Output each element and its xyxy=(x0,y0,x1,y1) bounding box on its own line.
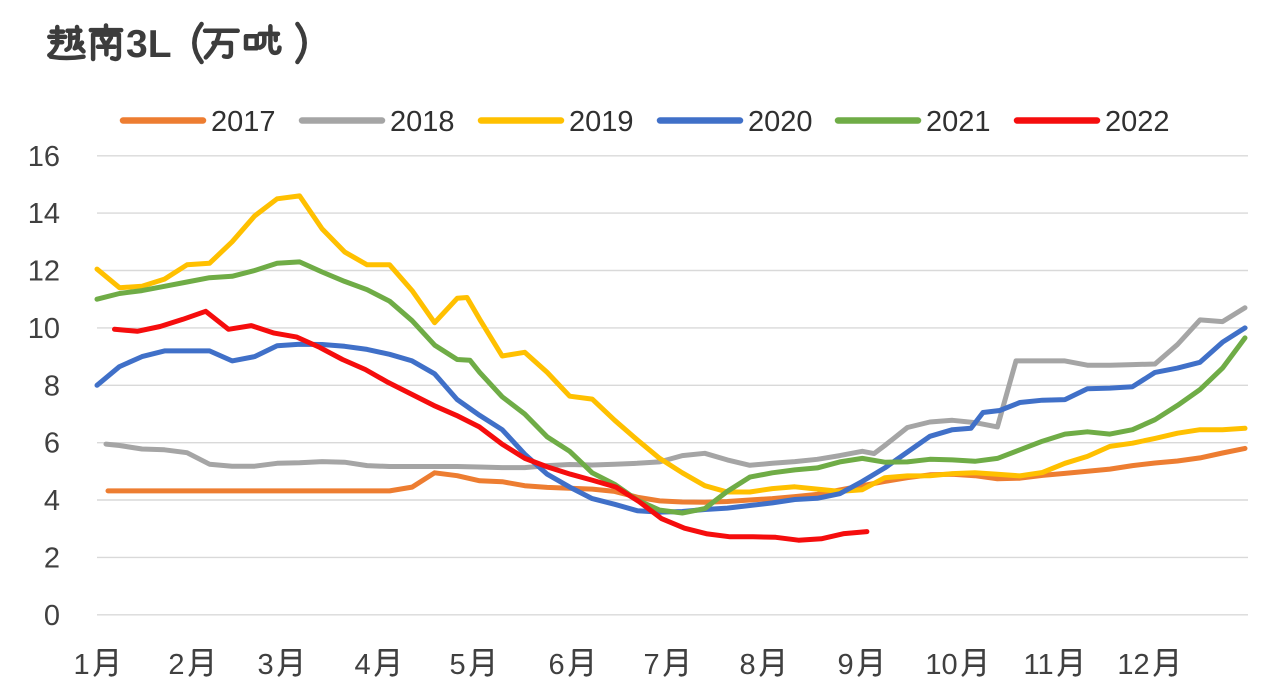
svg-text:2019: 2019 xyxy=(569,106,634,138)
svg-text:3L: 3L xyxy=(126,23,172,66)
svg-text:14: 14 xyxy=(28,198,60,230)
svg-text:8: 8 xyxy=(44,370,60,402)
svg-text:10: 10 xyxy=(925,649,957,681)
svg-text:6: 6 xyxy=(548,649,564,681)
svg-text:11: 11 xyxy=(1023,649,1053,681)
svg-text:12: 12 xyxy=(1117,649,1149,681)
svg-text:16: 16 xyxy=(28,141,60,173)
svg-text:2: 2 xyxy=(44,542,60,574)
svg-text:2: 2 xyxy=(168,649,184,681)
svg-text:2017: 2017 xyxy=(211,106,276,138)
svg-text:2021: 2021 xyxy=(926,106,991,138)
svg-text:1: 1 xyxy=(73,649,89,681)
svg-text:2018: 2018 xyxy=(390,106,455,138)
svg-text:8: 8 xyxy=(739,649,755,681)
svg-text:4: 4 xyxy=(44,485,60,517)
svg-text:5: 5 xyxy=(449,649,465,681)
svg-text:2020: 2020 xyxy=(748,106,813,138)
svg-text:10: 10 xyxy=(28,313,60,345)
svg-text:0: 0 xyxy=(44,600,60,632)
svg-text:7: 7 xyxy=(643,649,659,681)
svg-text:3: 3 xyxy=(257,649,273,681)
svg-text:12: 12 xyxy=(28,256,60,288)
svg-text:9: 9 xyxy=(837,649,853,681)
svg-text:4: 4 xyxy=(354,649,370,681)
svg-text:2022: 2022 xyxy=(1105,106,1170,138)
svg-text:6: 6 xyxy=(44,428,60,460)
